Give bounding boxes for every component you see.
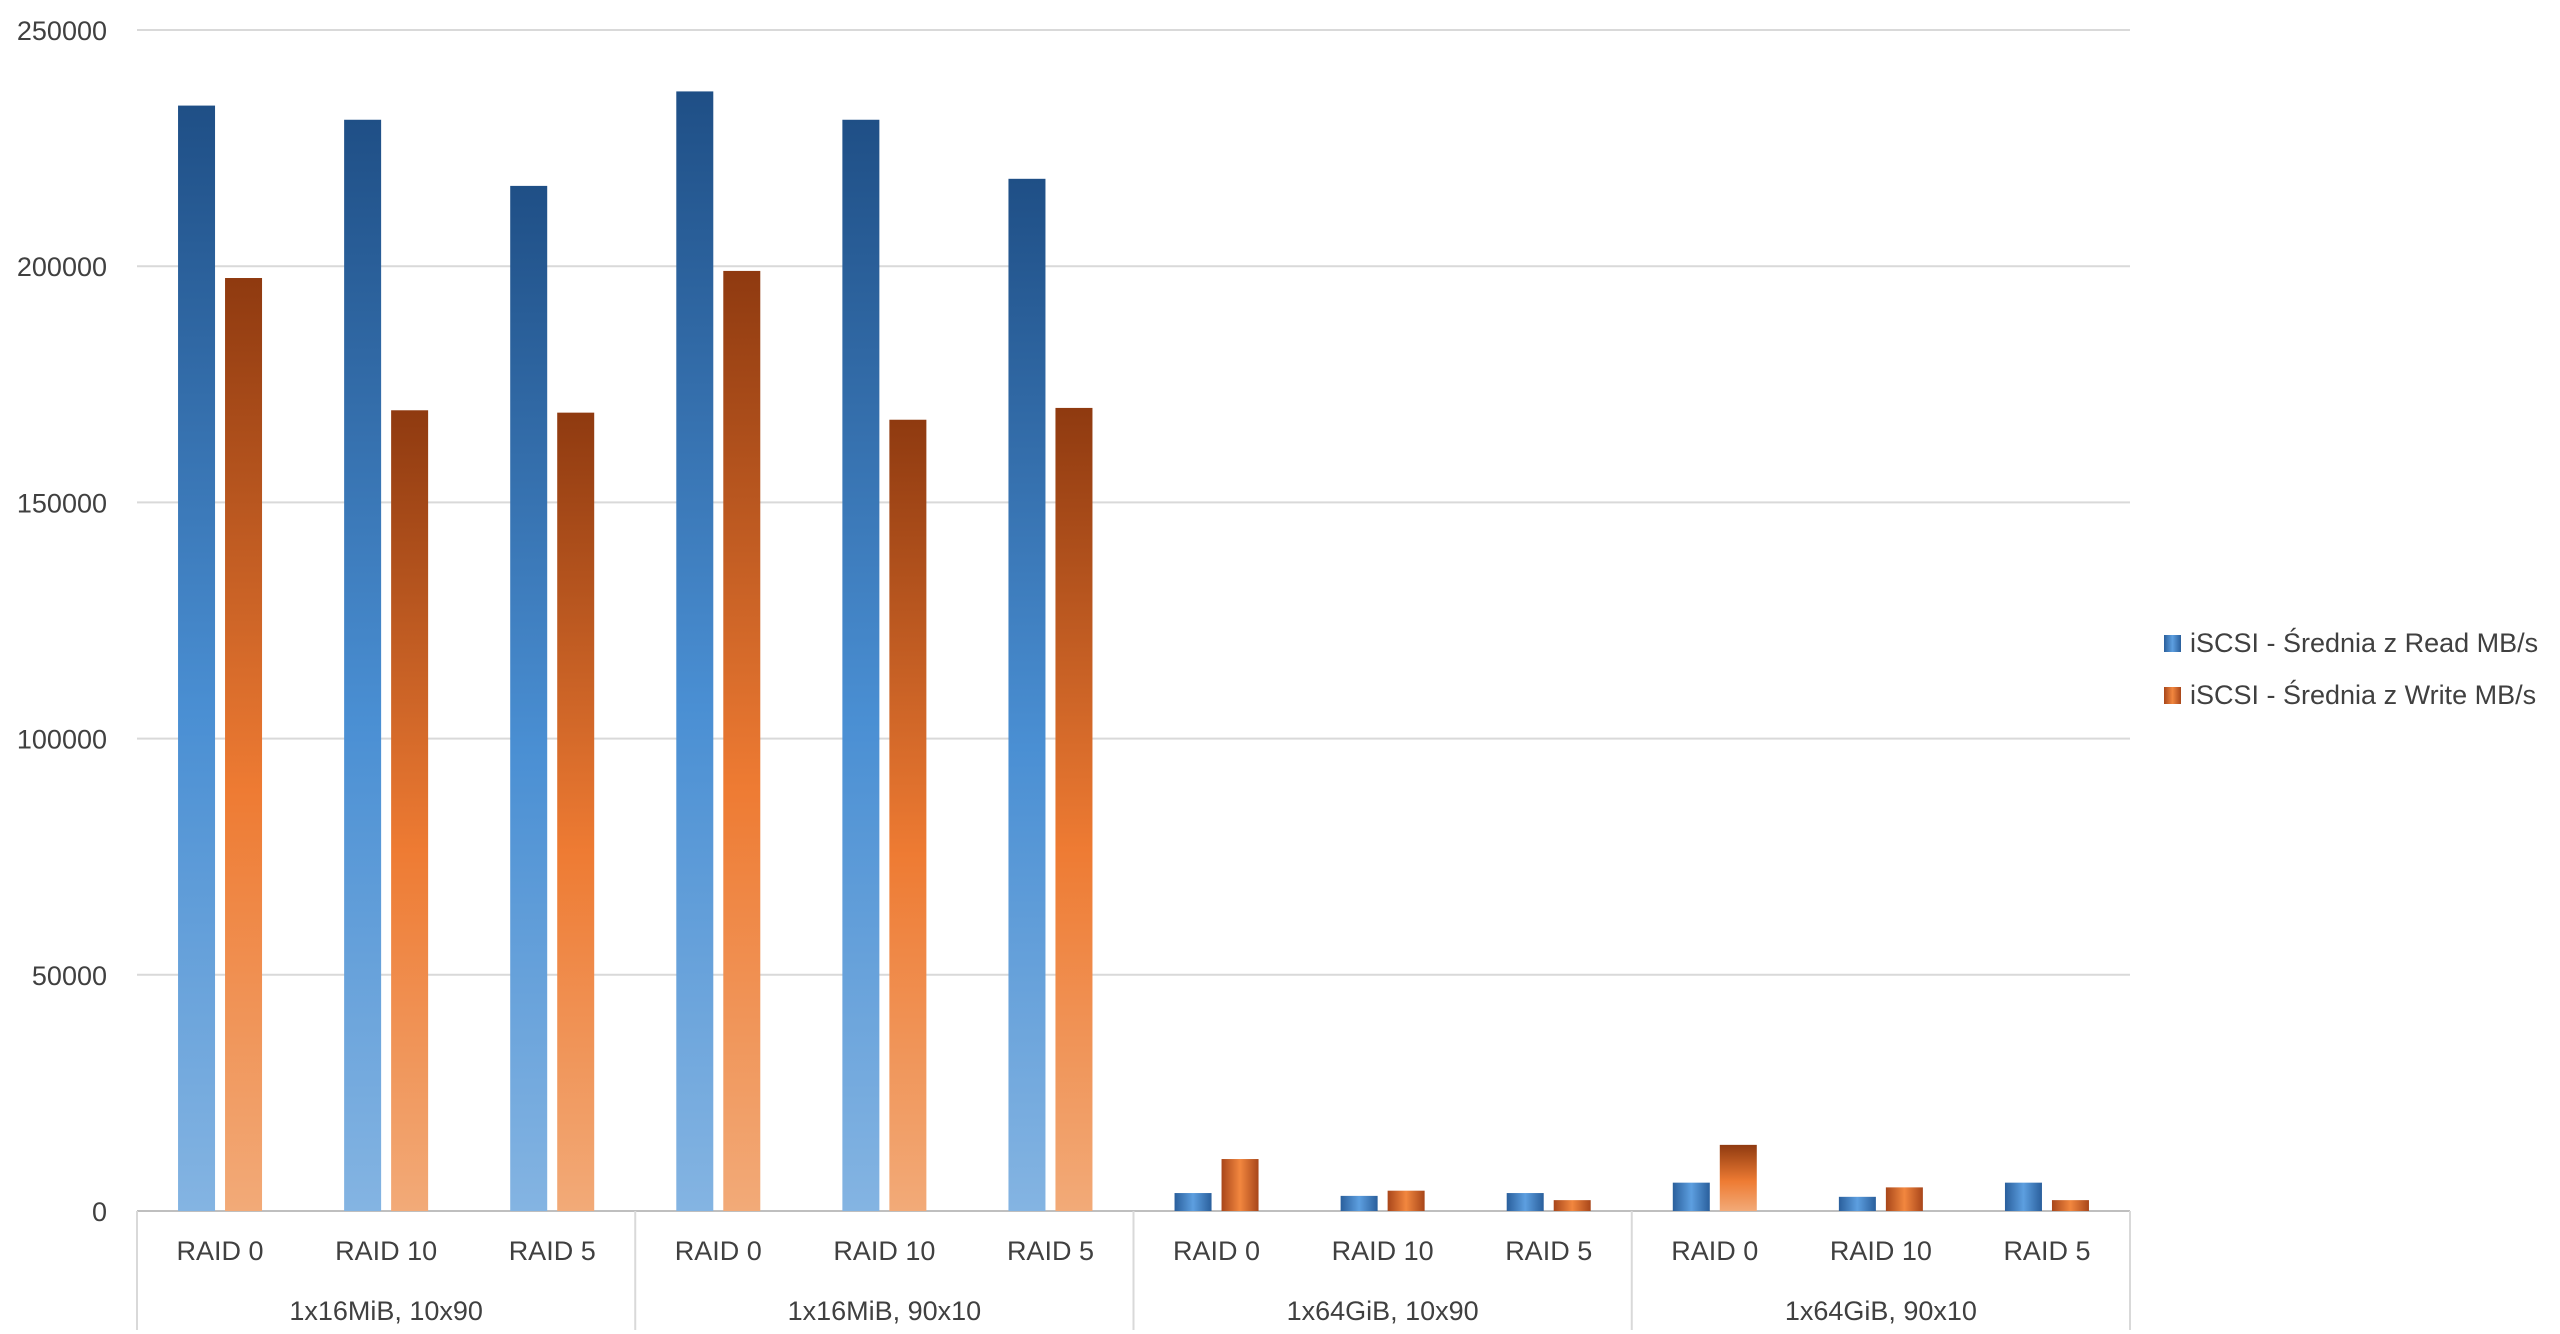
- bar-write: [1055, 407, 1093, 1211]
- bar-write: [2051, 1200, 2089, 1211]
- x-tick-label: RAID 0: [1671, 1236, 1758, 1266]
- x-tick-label: RAID 0: [1173, 1236, 1260, 1266]
- bar-read: [2004, 1182, 2042, 1211]
- legend-swatch-write: [2164, 687, 2181, 704]
- legend-label-write: iSCSI - Średnia z Write MB/s: [2190, 678, 2536, 710]
- bar-read: [1174, 1193, 1212, 1211]
- x-tick-label: RAID 10: [1332, 1236, 1434, 1266]
- x-axis: RAID 0 RAID 10 RAID 5 RAID 0 RAID 10 RAID 5 RA…: [136, 1211, 2131, 1330]
- y-tick-label: 250000: [17, 16, 107, 46]
- bar-write: [557, 412, 595, 1211]
- bar-read: [178, 105, 216, 1212]
- bar-write: [889, 419, 927, 1212]
- gridlines: [137, 29, 2130, 1212]
- x-tick-label: RAID 5: [509, 1236, 596, 1266]
- y-tick-label: 0: [92, 1197, 107, 1227]
- group-label: 1x16MiB, 90x10: [788, 1296, 982, 1326]
- x-tick-label: RAID 5: [2003, 1236, 2090, 1266]
- x-tick-label: RAID 10: [1830, 1236, 1932, 1266]
- x-tick-label: RAID 0: [675, 1236, 762, 1266]
- bar-read: [1340, 1195, 1378, 1211]
- bar-write: [1221, 1159, 1259, 1211]
- bar-write: [1719, 1144, 1757, 1211]
- bar-write: [1387, 1190, 1425, 1211]
- bar-read: [1008, 178, 1046, 1211]
- group-label: 1x16MiB, 10x90: [289, 1296, 483, 1326]
- y-tick-label: 50000: [32, 961, 107, 991]
- x-tick-label: RAID 10: [833, 1236, 935, 1266]
- bar-read: [1506, 1193, 1544, 1211]
- x-tick-label: RAID 10: [335, 1236, 437, 1266]
- x-tick-label: RAID 0: [177, 1236, 264, 1266]
- bar-read: [842, 119, 880, 1212]
- legend: iSCSI - Średnia z Read MB/s iSCSI - Średn…: [2164, 626, 2538, 710]
- group-label: 1x64GiB, 10x90: [1287, 1296, 1479, 1326]
- legend-label-read: iSCSI - Średnia z Read MB/s: [2190, 626, 2538, 658]
- x-tick-label: RAID 5: [1007, 1236, 1094, 1266]
- bar-write: [391, 410, 429, 1212]
- y-tick-label: 200000: [17, 252, 107, 282]
- x-tick-label: RAID 5: [1505, 1236, 1592, 1266]
- y-tick-label: 150000: [17, 488, 107, 518]
- bar-read: [510, 185, 548, 1212]
- bar-write: [1553, 1200, 1591, 1211]
- bars: [178, 91, 2089, 1212]
- y-tick-label: 100000: [17, 725, 107, 755]
- legend-swatch-read: [2164, 635, 2181, 652]
- bar-read: [1672, 1182, 1710, 1211]
- group-label: 1x64GiB, 90x10: [1785, 1296, 1977, 1326]
- y-axis: 0 50000 100000 150000 200000 250000: [17, 16, 107, 1227]
- bar-read: [1838, 1196, 1876, 1211]
- bar-read: [344, 119, 382, 1212]
- bar-write: [723, 270, 761, 1211]
- bar-write: [225, 278, 263, 1211]
- bar-write: [1885, 1187, 1923, 1211]
- bar-read: [676, 91, 714, 1212]
